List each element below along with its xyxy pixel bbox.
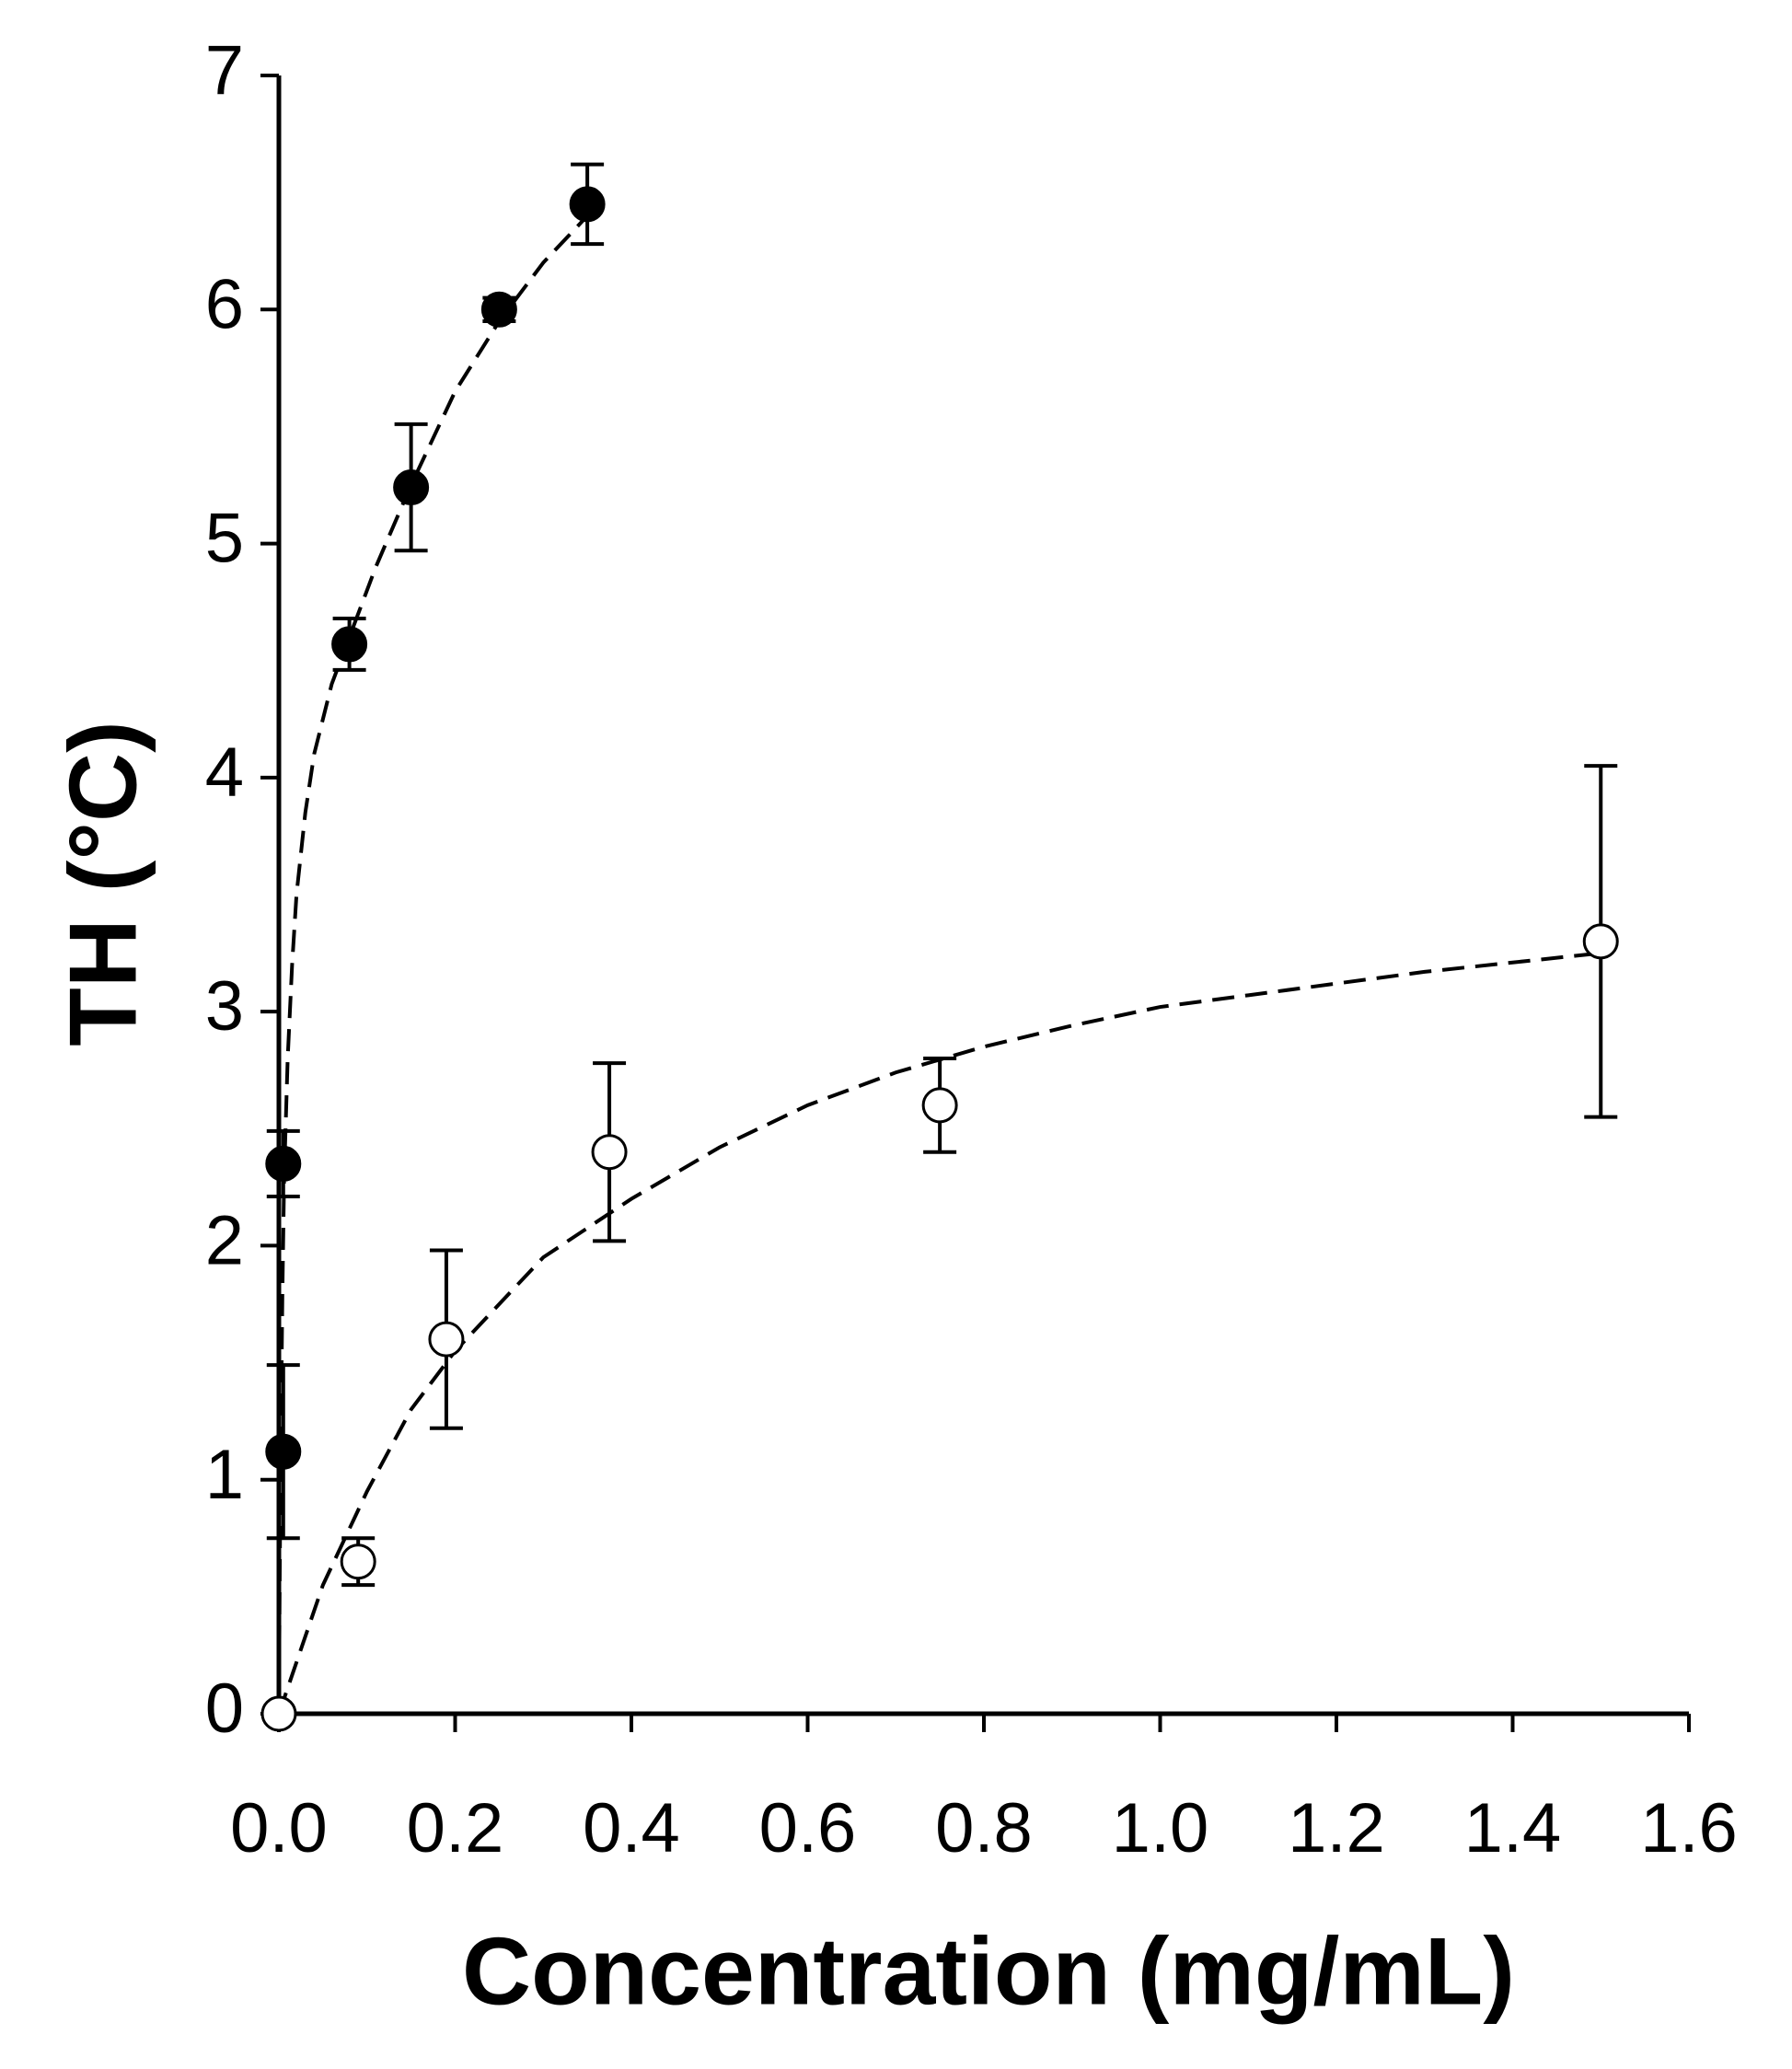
marker: [480, 291, 517, 328]
x-tick-label: 0.4: [583, 1789, 680, 1867]
marker: [591, 1134, 628, 1171]
y-tick-label: 5: [205, 500, 244, 578]
marker: [393, 469, 430, 506]
marker: [569, 186, 606, 223]
fit-curve: [277, 951, 1601, 1715]
x-tick-label: 1.2: [1288, 1789, 1385, 1867]
marker: [265, 1145, 302, 1182]
x-axis-title: Concentration (mg/mL): [462, 1918, 1515, 2025]
y-tick-label: 2: [205, 1202, 244, 1280]
fit-curve: [277, 214, 589, 1715]
y-tick-label: 1: [205, 1436, 244, 1514]
marker: [1582, 923, 1619, 960]
marker: [921, 1087, 958, 1124]
x-tick-label: 0.8: [935, 1789, 1033, 1867]
y-axis-title: TH (°C): [50, 721, 156, 1046]
x-tick-label: 0.0: [230, 1789, 328, 1867]
y-tick-label: 0: [205, 1670, 244, 1748]
y-tick-label: 4: [205, 734, 244, 812]
y-tick-label: 7: [205, 31, 244, 110]
x-tick-label: 1.4: [1464, 1789, 1562, 1867]
y-tick-label: 6: [205, 265, 244, 343]
x-tick-label: 1.0: [1112, 1789, 1209, 1867]
marker: [265, 1433, 302, 1470]
x-tick-label: 0.6: [759, 1789, 857, 1867]
x-tick-label: 1.6: [1640, 1789, 1738, 1867]
marker: [260, 1695, 297, 1732]
x-tick-label: 0.2: [407, 1789, 504, 1867]
y-tick-label: 3: [205, 967, 244, 1046]
marker: [428, 1321, 465, 1358]
marker: [340, 1543, 376, 1580]
marker: [331, 626, 368, 663]
